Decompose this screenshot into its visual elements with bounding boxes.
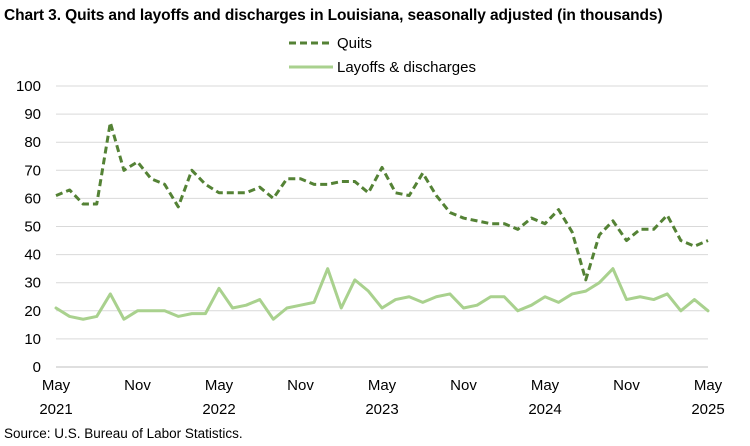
- x-tick-label-year: 2021: [39, 401, 72, 418]
- source-note: Source: U.S. Bureau of Labor Statistics.: [4, 426, 243, 441]
- series-lines: [54, 121, 710, 321]
- x-tick-label-month: Nov: [287, 377, 314, 394]
- gridlines: [56, 85, 708, 340]
- y-tick-label: 80: [24, 134, 41, 151]
- x-tick-label-month: Nov: [613, 377, 640, 394]
- series-line-quits: [55, 121, 709, 282]
- legend-label: Layoffs & discharges: [337, 59, 476, 76]
- y-tick-label: 0: [33, 359, 41, 376]
- legend-label: Quits: [337, 35, 372, 52]
- y-tick-label: 30: [24, 275, 41, 292]
- x-tick-label-year: 2024: [528, 401, 561, 418]
- y-tick-label: 100: [16, 78, 41, 95]
- x-tick-label-year: 2022: [202, 401, 235, 418]
- x-tick-label-month: May: [531, 377, 560, 394]
- y-tick-label: 70: [24, 162, 41, 179]
- x-tick-label-month: Nov: [450, 377, 477, 394]
- x-tick-labels: May 2021 Nov May 2022 Nov May 2023 Nov May 2024 Nov…: [39, 377, 724, 418]
- y-tick-label: 90: [24, 106, 41, 123]
- y-tick-label: 60: [24, 190, 41, 207]
- x-tick-label-year: 2023: [365, 401, 398, 418]
- x-tick-label-month: May: [42, 377, 71, 394]
- x-tick-label-year: 2025: [691, 401, 724, 418]
- y-tick-labels: 0 10 20 30 40 50 60 70 80 90 100: [16, 78, 41, 376]
- legend: Quits Layoffs & discharges: [289, 35, 476, 76]
- series-line-layoffs-discharges: [54, 267, 710, 321]
- chart-title: Chart 3. Quits and layoffs and discharge…: [4, 7, 663, 24]
- x-tick-label-month: May: [205, 377, 234, 394]
- y-tick-label: 40: [24, 247, 41, 264]
- x-tick-label-month: May: [368, 377, 397, 394]
- y-tick-label: 10: [24, 331, 41, 348]
- x-tick-label-month: May: [694, 377, 723, 394]
- y-tick-label: 20: [24, 303, 41, 320]
- x-tick-label-month: Nov: [124, 377, 151, 394]
- y-tick-label: 50: [24, 219, 41, 236]
